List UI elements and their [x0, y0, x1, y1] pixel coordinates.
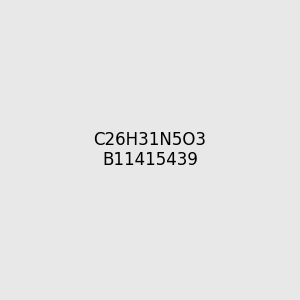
Text: C26H31N5O3
B11415439: C26H31N5O3 B11415439 — [94, 130, 206, 170]
